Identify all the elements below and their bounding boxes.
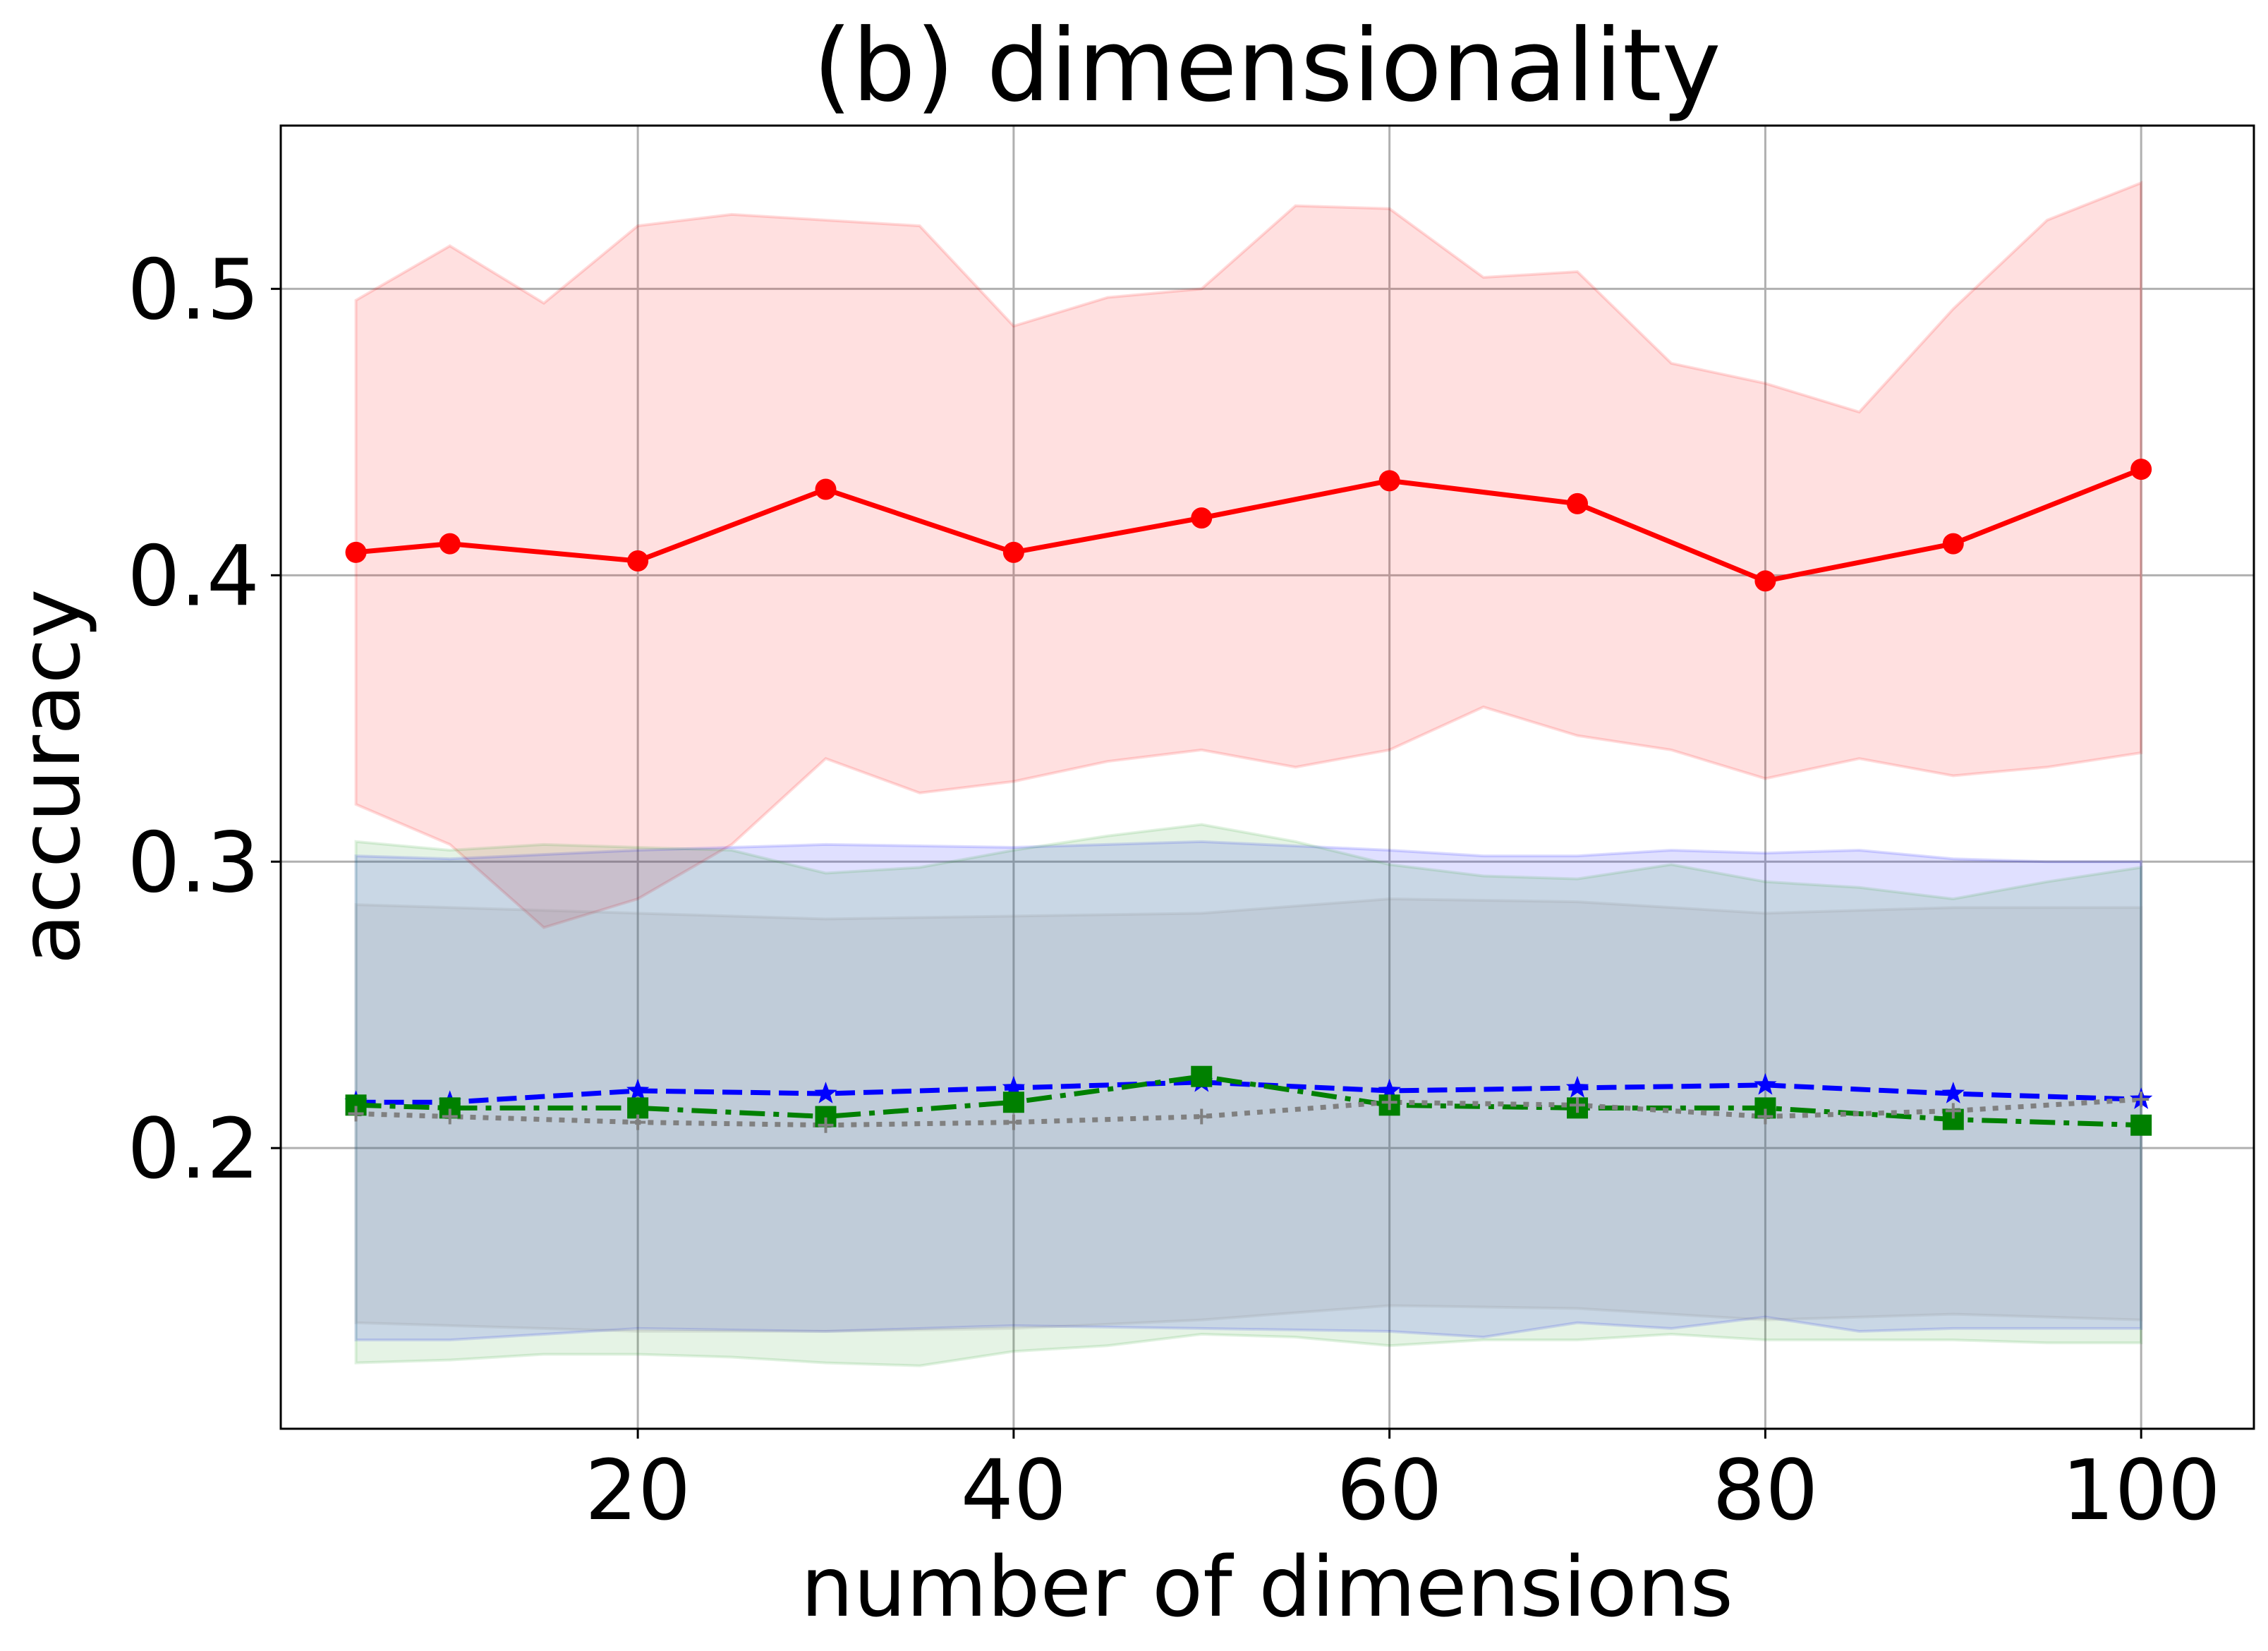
data-point [630, 1114, 646, 1130]
data-point [1945, 1103, 1961, 1119]
data-point [815, 478, 837, 500]
data-point [1757, 1108, 1773, 1125]
data-point [1941, 1082, 1965, 1103]
data-point [1378, 470, 1400, 492]
x-tick-label: 20 [585, 1441, 691, 1539]
data-point [1754, 1072, 1777, 1095]
x-tick-label: 60 [1337, 1441, 1443, 1539]
data-point [1002, 1075, 1026, 1098]
x-axis-ticks: 20 40 60 80 100 [585, 1429, 2221, 1539]
data-point [345, 541, 367, 563]
data-point [627, 550, 649, 572]
y-axis-label: accuracy [1, 589, 99, 964]
y-tick-label: 0.5 [127, 241, 260, 338]
x-tick-label: 40 [961, 1441, 1067, 1539]
y-tick-label: 0.4 [127, 527, 260, 624]
data-point [2130, 1114, 2152, 1136]
data-point [348, 1106, 364, 1122]
x-tick-label: 100 [2062, 1441, 2221, 1539]
series-markers [344, 459, 2153, 1136]
data-point [1194, 1108, 1210, 1125]
x-tick-label: 80 [1712, 1441, 1818, 1539]
data-point [626, 1079, 650, 1101]
data-point [1567, 492, 1589, 514]
data-point [1754, 570, 1776, 592]
data-point [439, 533, 461, 555]
y-tick-label: 0.2 [127, 1100, 260, 1197]
chart-title: (b) dimensionality [813, 8, 1721, 124]
data-point [1565, 1075, 1589, 1098]
band-0 [354, 181, 2143, 929]
data-point [818, 1117, 834, 1133]
confidence-bands [354, 181, 2143, 1367]
plot-frame [279, 124, 2255, 1430]
data-point [1191, 1065, 1213, 1087]
data-point [1002, 541, 1024, 563]
grid-lines [281, 126, 2254, 1429]
series-line-2 [356, 1074, 2142, 1128]
data-point [1191, 507, 1213, 529]
data-point [1381, 1094, 1397, 1111]
data-point [1005, 1114, 1021, 1130]
data-point [1002, 1091, 1024, 1113]
data-point [814, 1082, 837, 1103]
series-line-1 [356, 1080, 2142, 1105]
data-point [442, 1108, 458, 1125]
data-point [1378, 1079, 1401, 1101]
data-point [2130, 459, 2152, 480]
data-point [1942, 533, 1964, 555]
y-tick-label: 0.3 [127, 814, 260, 911]
band-2 [354, 823, 2143, 1367]
series-line-3 [356, 1096, 2142, 1128]
data-point [1570, 1097, 1586, 1113]
x-axis-label: number of dimensions [801, 1538, 1733, 1635]
data-point [2133, 1091, 2149, 1108]
band-1 [354, 840, 2143, 1342]
y-axis-ticks: 0.2 0.3 0.4 0.5 [127, 241, 281, 1197]
